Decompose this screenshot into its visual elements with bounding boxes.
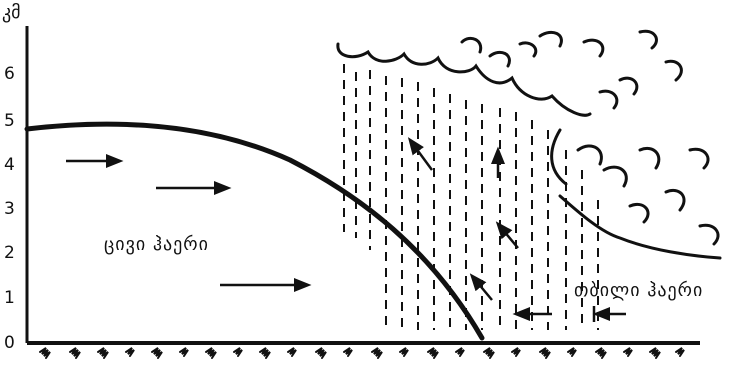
y-tick-3: 3: [4, 199, 15, 219]
cold-front-surface: [24, 121, 485, 341]
rising-air-arrow: [407, 137, 434, 171]
ground-texture: [39, 347, 685, 359]
rising-air-arrow: [495, 221, 519, 249]
cold-air-label: ცივი ჰაერი: [104, 234, 209, 255]
axis-unit-label: კმ: [2, 2, 21, 23]
warm-air-label: თბილი ჰაერი: [574, 280, 703, 301]
y-tick-2: 2: [4, 243, 15, 263]
rising-air-arrow: [469, 273, 493, 301]
y-tick-5: 5: [4, 111, 15, 131]
y-tick-4: 4: [4, 155, 15, 175]
y-tick-6: 6: [4, 64, 15, 84]
y-tick-0: 0: [4, 333, 15, 353]
y-tick-1: 1: [4, 288, 15, 308]
storm-cloud: [336, 29, 722, 260]
y-ticks: 6 5 4 3 2 1 0: [4, 64, 15, 353]
airflow-arrows: [66, 137, 626, 321]
